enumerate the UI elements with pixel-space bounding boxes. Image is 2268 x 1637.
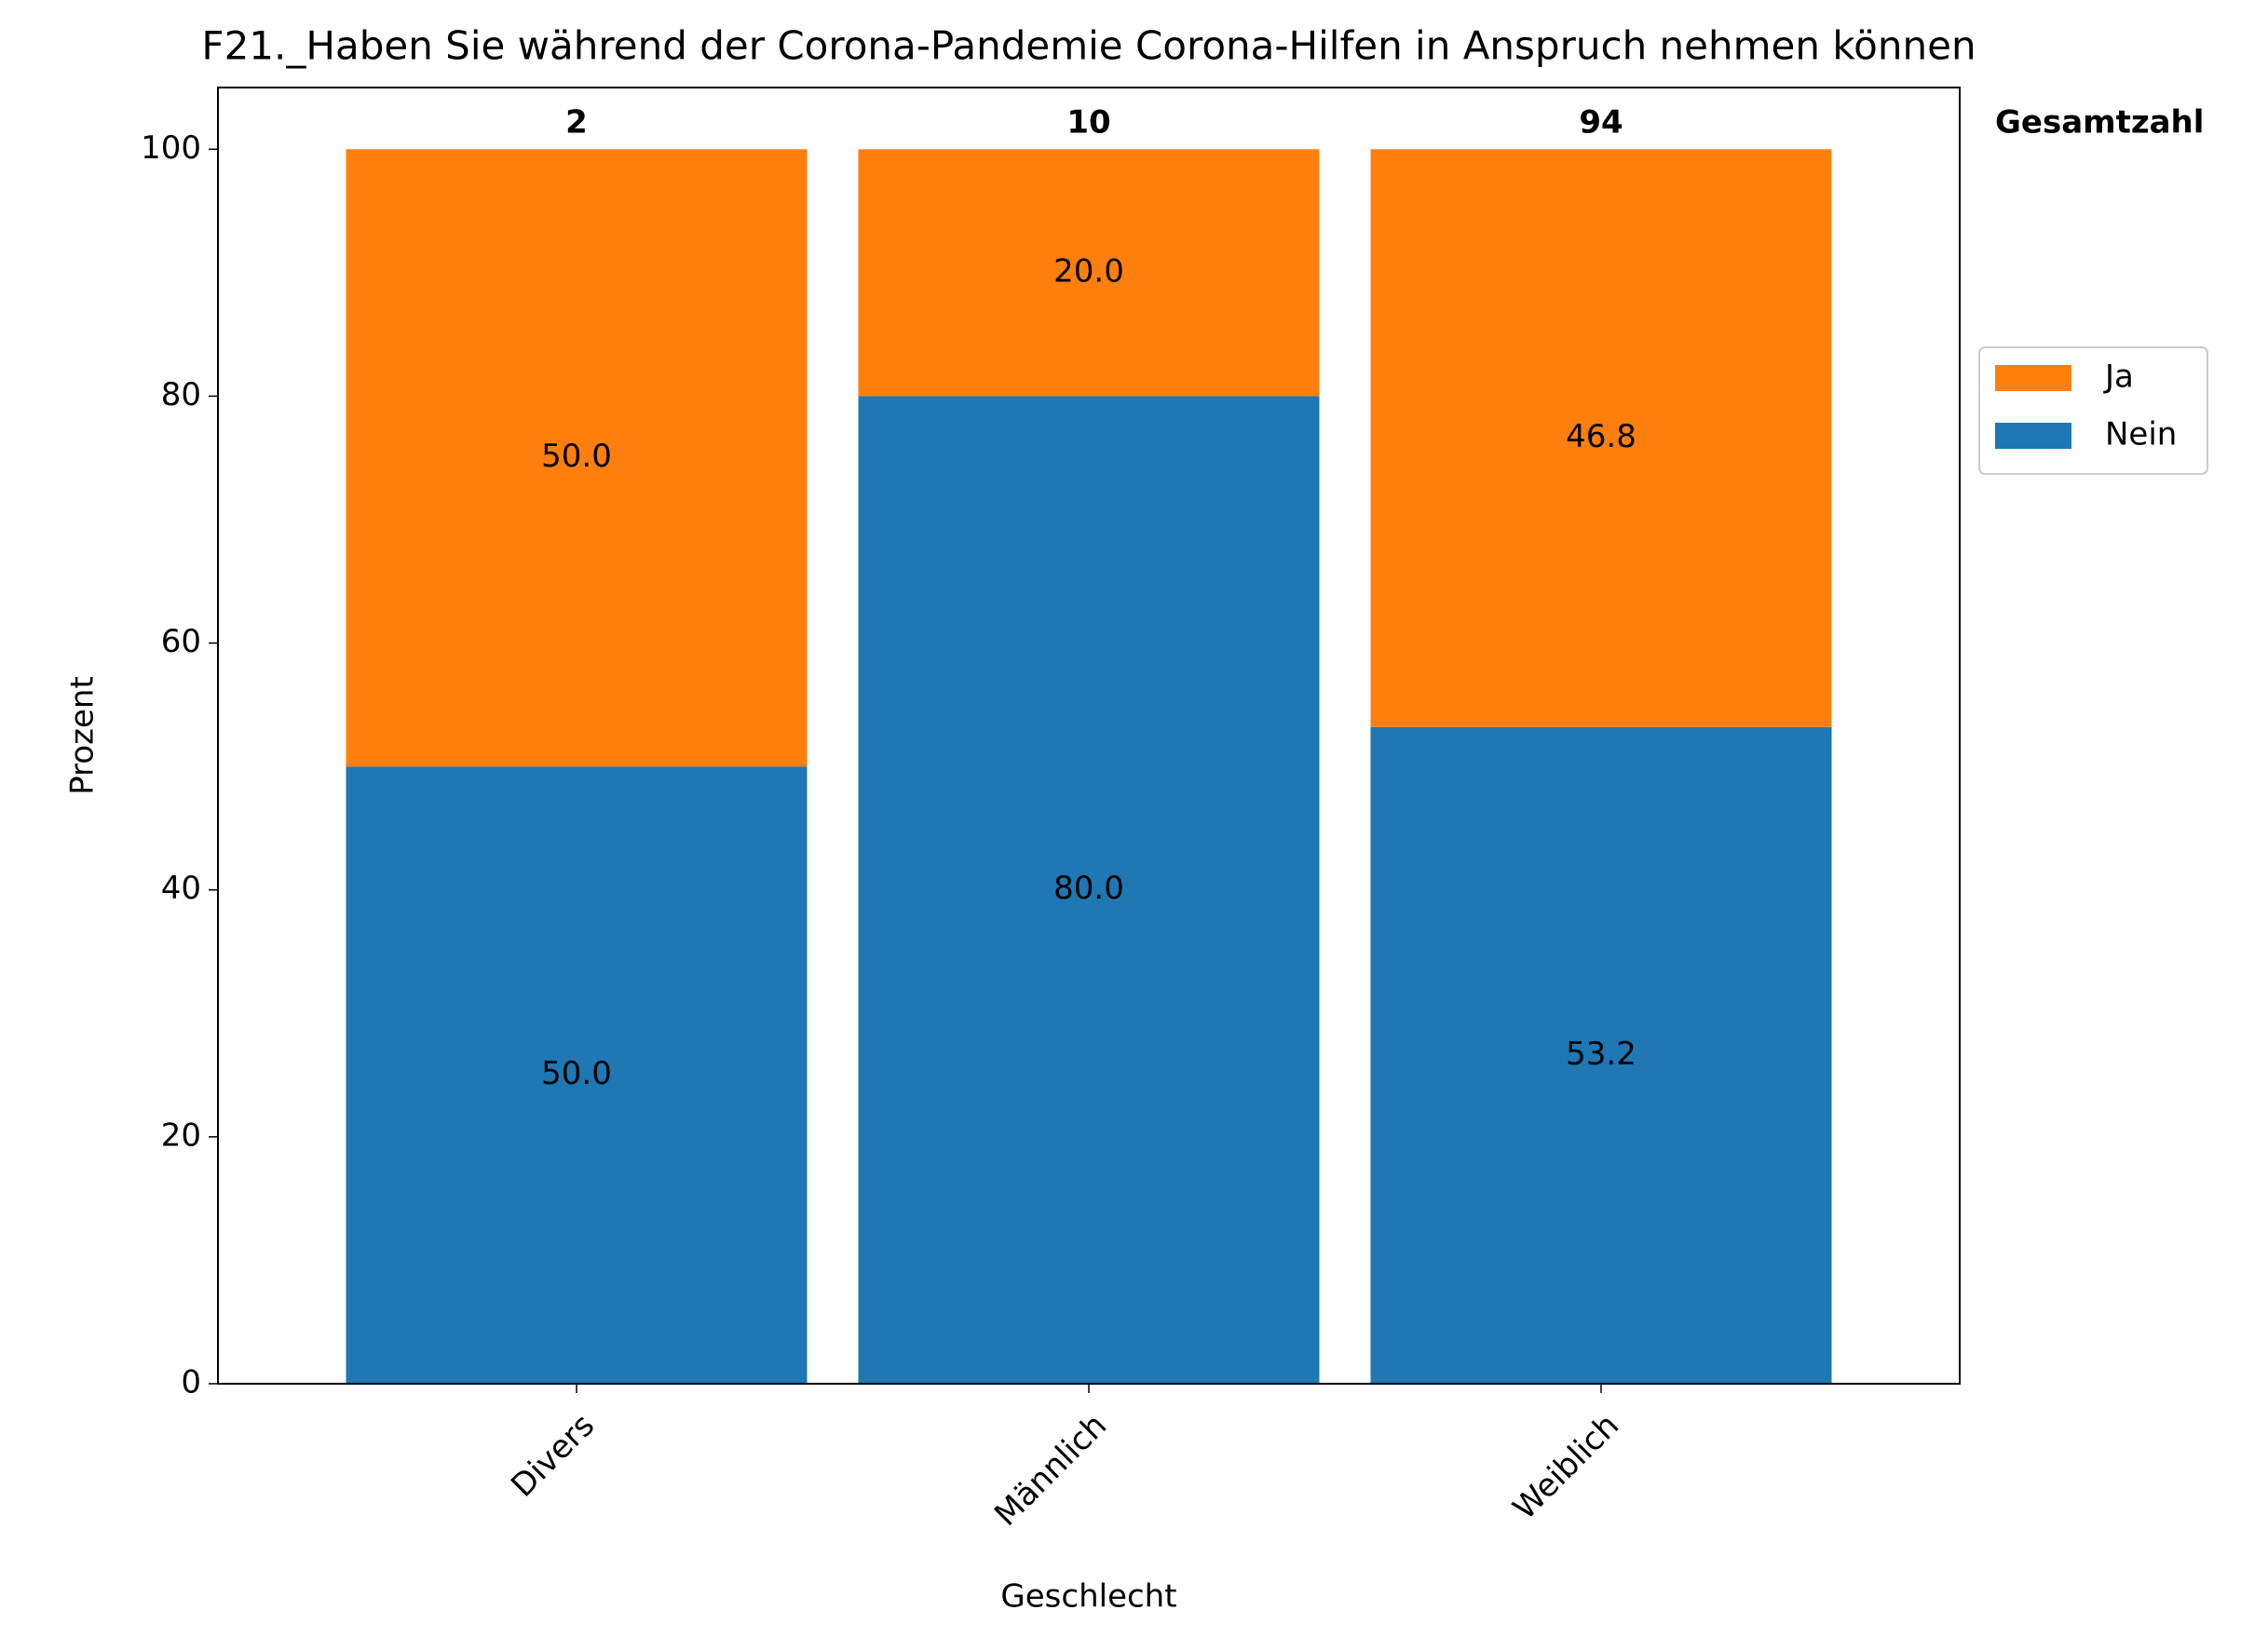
axes-frame — [217, 87, 1961, 1385]
legend-label: Nein — [2105, 416, 2177, 453]
bar-segment — [1370, 149, 1832, 727]
total-label: 2 — [565, 104, 588, 142]
bar-segment — [858, 396, 1320, 1384]
value-label: 20.0 — [1053, 252, 1124, 290]
x-axis-label: Geschlecht — [1000, 1578, 1176, 1616]
y-tick-label: 20 — [161, 1116, 201, 1154]
bar-segment — [346, 766, 808, 1384]
y-tick-label: 80 — [161, 376, 201, 413]
total-label: 94 — [1579, 104, 1623, 142]
legend-swatch — [1995, 365, 2071, 391]
value-label: 50.0 — [541, 438, 612, 475]
chart-title: F21._Haben Sie während der Corona-Pandem… — [201, 23, 1976, 69]
value-label: 46.8 — [1566, 418, 1636, 455]
y-tick-label: 40 — [161, 870, 201, 907]
totals-header: Gesamtzahl — [1995, 104, 2204, 142]
bar-segment — [858, 149, 1320, 397]
legend-label: Ja — [2103, 359, 2134, 396]
y-tick-label: 60 — [161, 623, 201, 660]
y-tick-label: 0 — [181, 1364, 201, 1401]
y-axis-label: Prozent — [64, 676, 102, 795]
value-label: 80.0 — [1053, 870, 1124, 907]
bar-segment — [1370, 726, 1832, 1384]
legend-swatch — [1995, 423, 2071, 449]
total-label: 10 — [1066, 104, 1110, 142]
value-label: 53.2 — [1566, 1035, 1636, 1073]
y-tick-label: 100 — [141, 129, 201, 167]
value-label: 50.0 — [541, 1055, 612, 1092]
bar-segment — [346, 149, 808, 767]
